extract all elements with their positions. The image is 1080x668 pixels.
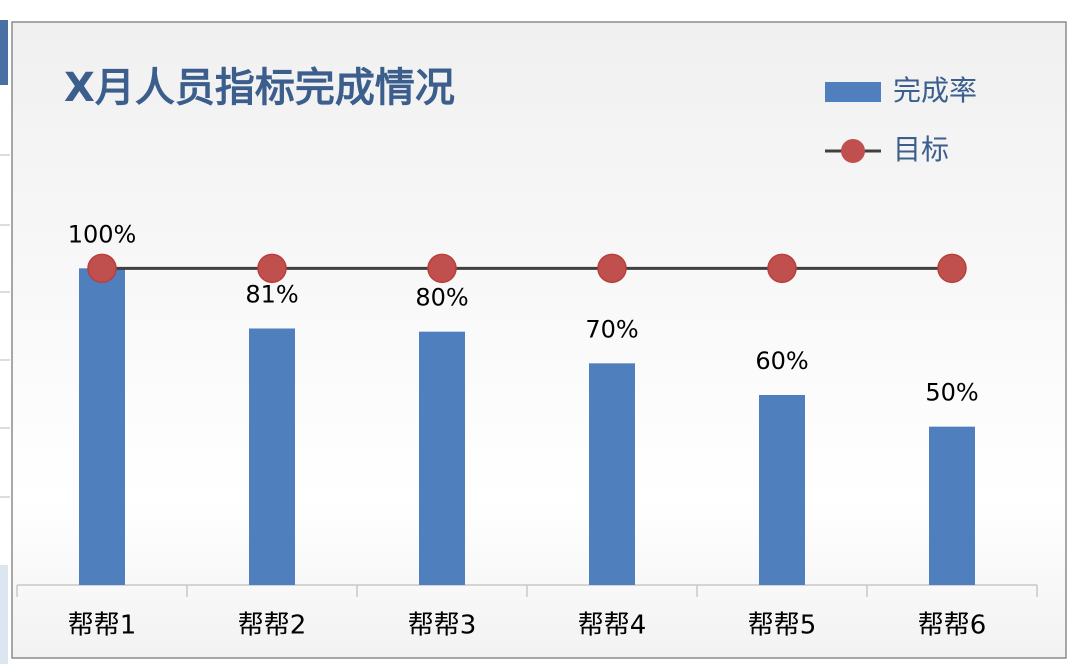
data-label: 50% bbox=[925, 379, 978, 407]
legend-swatch bbox=[825, 82, 881, 102]
x-tick-label: 帮帮5 bbox=[748, 611, 817, 641]
data-label: 100% bbox=[68, 220, 137, 248]
x-tick-label: 帮帮6 bbox=[918, 611, 987, 641]
x-tick-label: 帮帮1 bbox=[68, 611, 137, 641]
target-marker bbox=[597, 253, 627, 284]
bar bbox=[929, 426, 975, 585]
x-tick-label: 帮帮3 bbox=[408, 611, 477, 641]
bar bbox=[589, 363, 635, 585]
target-marker bbox=[87, 253, 117, 284]
target-marker bbox=[427, 253, 457, 284]
legend-marker bbox=[841, 139, 865, 163]
bar bbox=[759, 395, 805, 585]
data-label: 80% bbox=[415, 284, 468, 312]
sheet-background bbox=[0, 0, 12, 664]
legend-label: 完成率 bbox=[893, 74, 977, 107]
bar bbox=[419, 331, 465, 585]
bar bbox=[249, 328, 295, 585]
x-tick-label: 帮帮2 bbox=[238, 611, 307, 641]
data-label: 70% bbox=[585, 315, 638, 343]
bar bbox=[79, 268, 125, 585]
data-label: 60% bbox=[755, 347, 808, 375]
target-marker bbox=[937, 253, 967, 284]
chart-area bbox=[11, 21, 1067, 659]
chart-title: X月人员指标完成情况 bbox=[64, 65, 455, 111]
x-tick-label: 帮帮4 bbox=[578, 611, 647, 641]
legend-label: 目标 bbox=[893, 133, 949, 166]
data-label: 81% bbox=[245, 281, 298, 309]
target-marker bbox=[257, 253, 287, 284]
target-marker bbox=[767, 253, 797, 284]
